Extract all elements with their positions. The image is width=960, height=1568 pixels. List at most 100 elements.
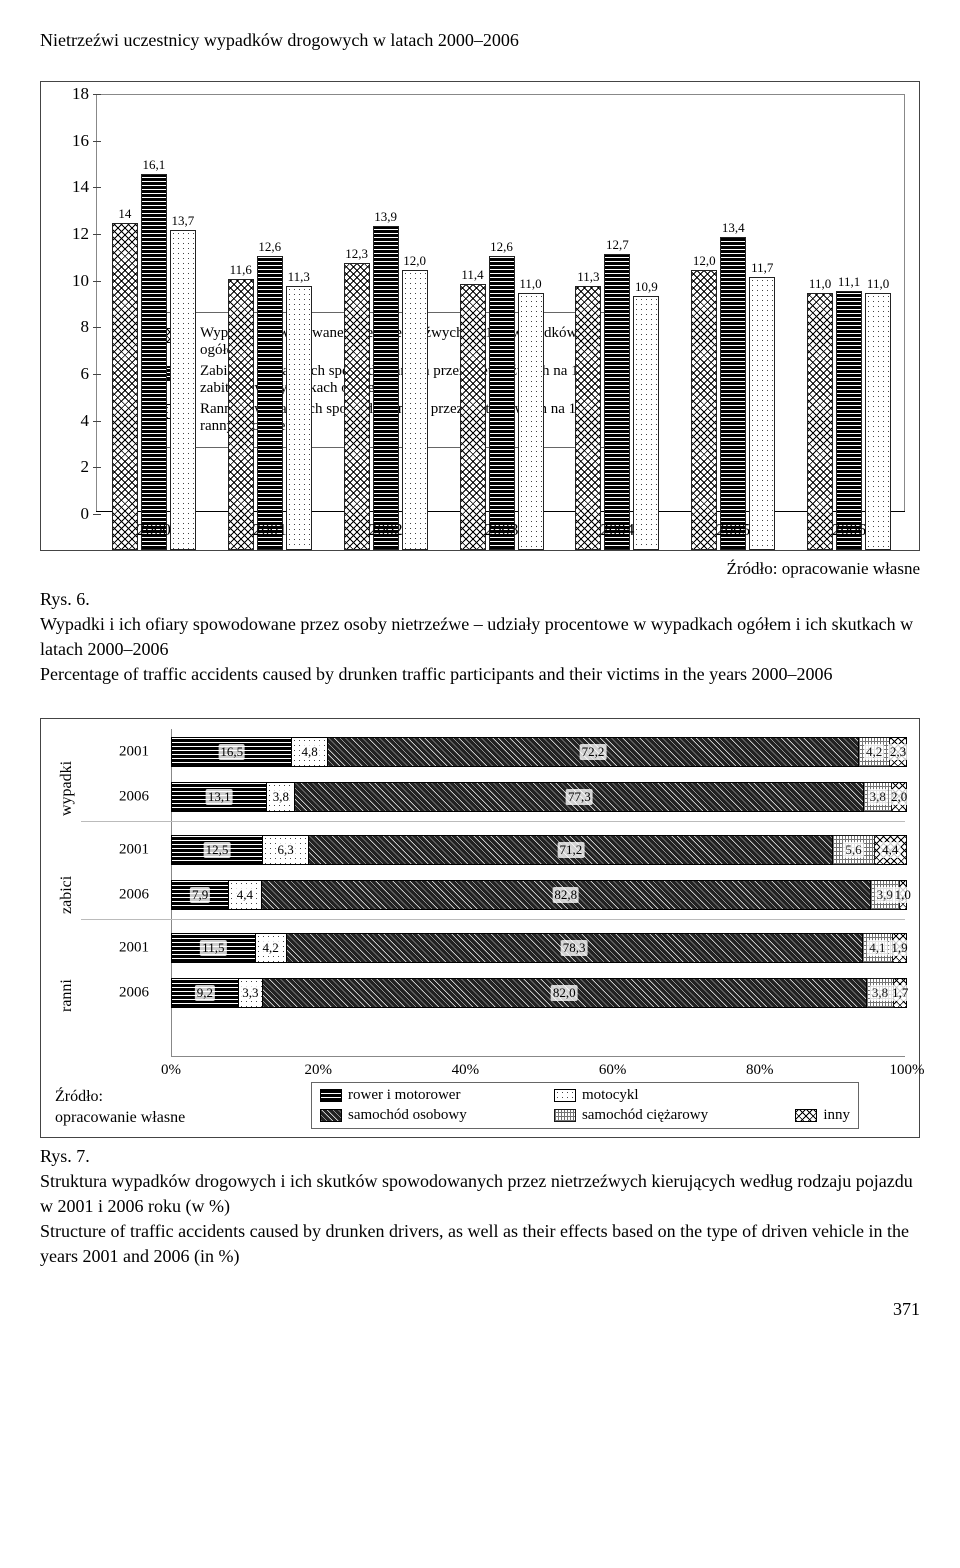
segment-label: 13,1 (206, 789, 233, 805)
segment-inny: 2,0 (892, 782, 907, 812)
bar-label: 13,9 (374, 209, 397, 225)
page-title: Nietrzeźwi uczestnicy wypadków drogowych… (40, 30, 920, 51)
segment-so: 71,2 (309, 835, 833, 865)
segment-label: 12,5 (204, 842, 231, 858)
bar-zabici: 13,4 (720, 237, 746, 550)
segment-label: 2,3 (888, 744, 908, 760)
segment-label: 82,8 (552, 887, 579, 903)
segment-rower: 16,5 (171, 737, 292, 767)
group-label: wypadki (58, 792, 76, 816)
x-label: 2000 (137, 520, 171, 540)
segment-label: 1,0 (893, 887, 913, 903)
segment-label: 4,4 (880, 842, 900, 858)
bar-label: 11,0 (809, 276, 831, 292)
figure-6-caption-en: Percentage of traffic accidents caused b… (40, 662, 920, 687)
y-tick: 0 (61, 504, 89, 524)
legend-label: samochód osobowy (348, 1107, 467, 1123)
x-label: 2005 (716, 520, 750, 540)
segment-label: 5,6 (843, 842, 863, 858)
segment-so: 77,3 (295, 782, 864, 812)
bar-label: 16,1 (143, 157, 166, 173)
segment-label: 78,3 (561, 940, 588, 956)
figure-7-caption-en: Structure of traffic accidents caused by… (40, 1219, 920, 1269)
segment-inny: 1,9 (893, 933, 907, 963)
x-label: 2006 (832, 520, 866, 540)
segment-inny: 1,7 (894, 978, 907, 1008)
bar-zabici: 12,6 (257, 256, 283, 550)
x-tick: 60% (599, 1062, 627, 1079)
segment-rower: 9,2 (171, 978, 239, 1008)
y-tick: 2 (61, 457, 89, 477)
bar-label: 11,7 (751, 260, 773, 276)
bar-wypadki: 11,3 (575, 286, 601, 550)
segment-label: 82,0 (551, 985, 578, 1001)
segment-label: 3,8 (271, 789, 291, 805)
figure-6-chart: Wypadki spowodowane przez nietrzeźwych n… (40, 81, 920, 551)
segment-label: 3,8 (870, 985, 890, 1001)
bar-label: 11,0 (867, 276, 889, 292)
bar-ranni: 11,0 (518, 293, 544, 550)
segment-rower: 7,9 (171, 880, 229, 910)
figure-7-label: Rys. 7. (40, 1144, 920, 1169)
page-number: 371 (40, 1299, 920, 1320)
legend-label: motocykl (582, 1087, 639, 1103)
segment-label: 4,4 (235, 887, 255, 903)
segment-sc: 5,6 (833, 835, 874, 865)
bar-label: 12,7 (606, 237, 629, 253)
segment-label: 4,1 (867, 940, 887, 956)
segment-rower: 12,5 (171, 835, 263, 865)
segment-motocykl: 4,2 (256, 933, 287, 963)
bar-label: 12,6 (490, 239, 513, 255)
segment-label: 9,2 (195, 985, 215, 1001)
legend-label: inny (823, 1107, 850, 1123)
row-year: 2001 (119, 743, 167, 760)
row-year: 2001 (119, 841, 167, 858)
segment-label: 16,5 (218, 744, 245, 760)
bar-zabici: 12,6 (489, 256, 515, 550)
row-year: 2006 (119, 984, 167, 1001)
segment-motocykl: 3,3 (239, 978, 263, 1008)
bar-label: 11,6 (230, 262, 252, 278)
stacked-row: 11,54,278,34,11,9 (171, 933, 907, 963)
segment-label: 77,3 (566, 789, 593, 805)
segment-label: 1,9 (889, 940, 909, 956)
bar-label: 10,9 (635, 279, 658, 295)
bar-zabici: 13,9 (373, 226, 399, 550)
bar-label: 12,6 (258, 239, 281, 255)
segment-label: 4,2 (864, 744, 884, 760)
x-label: 2002 (369, 520, 403, 540)
segment-label: 4,8 (299, 744, 319, 760)
legend-swatch (554, 1089, 576, 1102)
segment-motocykl: 4,8 (292, 737, 327, 767)
segment-sc: 4,2 (859, 737, 890, 767)
stacked-row: 9,2 3,3 82,0 3,8 1,7 (171, 978, 907, 1008)
bar-label: 13,7 (172, 213, 195, 229)
bar-label: 12,0 (403, 253, 426, 269)
y-tick: 14 (61, 177, 89, 197)
bar-zabici: 12,7 (604, 254, 630, 550)
bar-label: 11,3 (577, 269, 599, 285)
legend-swatch (554, 1109, 576, 1122)
bar-ranni: 11,3 (286, 286, 312, 550)
figure-7-chart: Źródło: opracowanie własne rower i motor… (40, 718, 920, 1138)
y-tick: 16 (61, 131, 89, 151)
y-tick: 10 (61, 271, 89, 291)
x-tick: 80% (746, 1062, 774, 1079)
bar-wypadki: 12,3 (344, 263, 370, 550)
segment-rower: 13,1 (171, 782, 267, 812)
x-tick: 0% (161, 1062, 181, 1079)
legend-item: samochód ciężarowy (554, 1107, 708, 1124)
group-separator (81, 919, 905, 920)
segment-label: 2,0 (889, 789, 909, 805)
segment-label: 71,2 (558, 842, 585, 858)
x-tick: 20% (304, 1062, 332, 1079)
segment-so: 82,8 (262, 880, 871, 910)
y-tick: 4 (61, 411, 89, 431)
bar-wypadki: 12,0 (691, 270, 717, 550)
x-tick: 40% (452, 1062, 480, 1079)
legend-item: motocykl (554, 1087, 708, 1104)
group-label: ranni (58, 988, 76, 1012)
bar-wypadki: 11,4 (460, 284, 486, 550)
bar-label: 12,0 (693, 253, 716, 269)
segment-motocykl: 3,8 (267, 782, 295, 812)
